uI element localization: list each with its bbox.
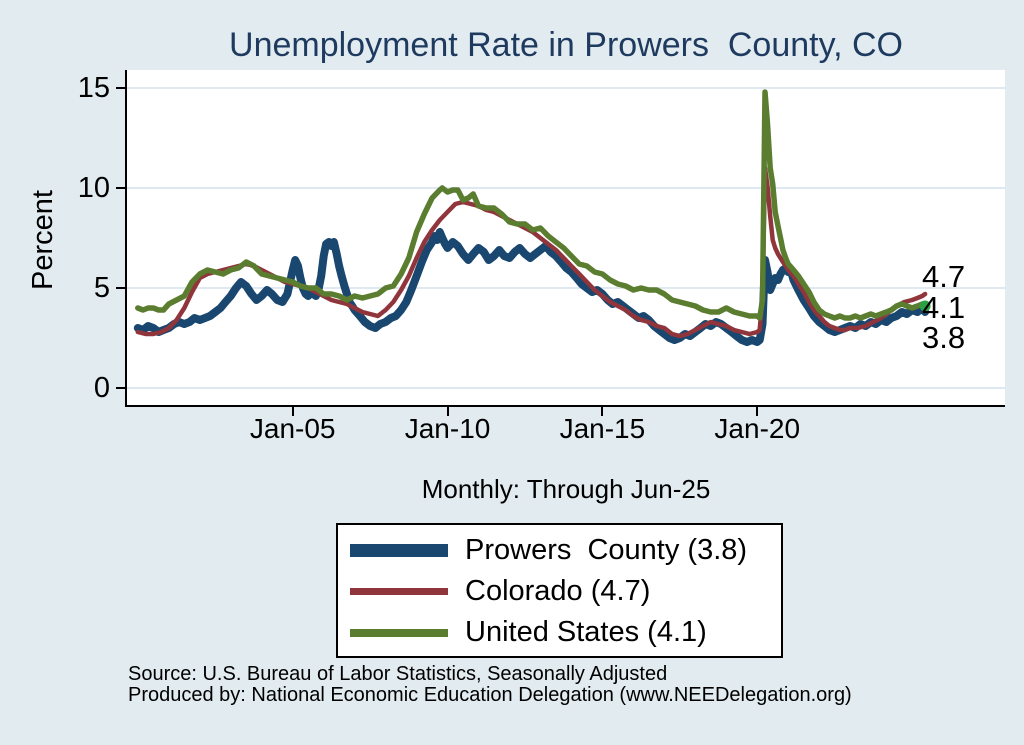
y-tick-mark <box>116 287 125 289</box>
y-tick-label: 15 <box>77 72 110 104</box>
end-value-label: 3.8 <box>922 320 966 355</box>
x-tick-label: Jan-10 <box>404 413 491 444</box>
legend-swatch <box>350 628 448 637</box>
produced-by-line: Produced by: National Economic Education… <box>128 684 852 706</box>
legend-swatch <box>350 544 448 557</box>
x-tick-label: Jan-05 <box>249 413 336 444</box>
legend: Prowers County (3.8) Colorado (4.7) United… <box>336 523 783 658</box>
y-tick-label: 0 <box>93 372 110 404</box>
legend-label: Colorado (4.7) <box>465 575 651 607</box>
y-tick-label: 10 <box>77 172 110 204</box>
y-tick-mark <box>116 87 125 89</box>
legend-label: Prowers County (3.8) <box>465 534 748 566</box>
x-tick-mark <box>446 407 449 416</box>
y-tick-label: 5 <box>93 272 110 304</box>
legend-item: Colorado (4.7) <box>338 571 781 612</box>
end-value-label: 4.7 <box>922 259 966 294</box>
y-axis-title: Percent <box>27 190 59 290</box>
x-tick-mark <box>756 407 759 416</box>
y-tick-mark <box>116 387 125 389</box>
last-point-marker <box>919 300 931 312</box>
legend-item: Prowers County (3.8) <box>338 530 781 571</box>
legend-item: United States (4.1) <box>338 612 781 653</box>
end-value-label: 4.1 <box>922 290 966 325</box>
x-tick-mark <box>291 407 294 416</box>
x-tick-mark <box>601 407 604 416</box>
chart-title: Unemployment Rate in Prowers County, CO <box>229 26 903 64</box>
x-tick-label: Jan-15 <box>559 413 646 444</box>
legend-label: United States (4.1) <box>465 616 707 648</box>
plot-area <box>125 70 1005 407</box>
series-line-united-states-4-1- <box>135 89 928 321</box>
chart-subtitle: Monthly: Through Jun-25 <box>421 474 711 504</box>
y-tick-mark <box>116 187 125 189</box>
legend-swatch <box>350 588 448 595</box>
line-chart <box>127 87 1005 389</box>
source-note: Source: U.S. Bureau of Labor Statistics,… <box>128 664 852 706</box>
x-tick-label: Jan-20 <box>714 413 801 444</box>
source-line: Source: U.S. Bureau of Labor Statistics,… <box>128 663 668 685</box>
